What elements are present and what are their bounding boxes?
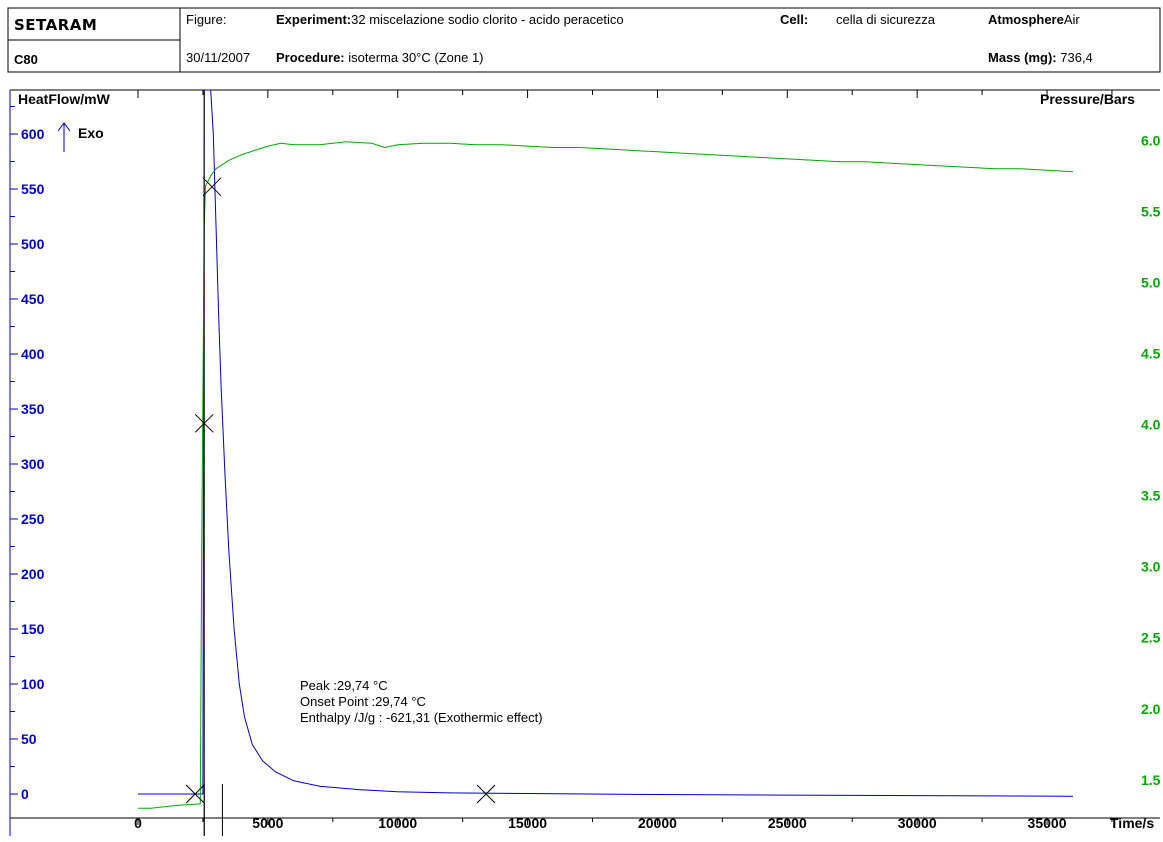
x-tick-label: 15000 (508, 815, 547, 831)
y-left-tick-label: 250 (21, 511, 45, 527)
x-tick-label: 25000 (768, 815, 807, 831)
y-left-tick-label: 400 (21, 346, 45, 362)
x-axis-title: Time/s (1110, 815, 1154, 831)
cross-marker (194, 413, 214, 433)
y-right-tick-label: 1.5 (1141, 772, 1161, 788)
y-left-tick-label: 450 (21, 291, 45, 307)
y-left-tick-label: 50 (21, 731, 37, 747)
cell-value: cella di sicurezza (836, 12, 935, 27)
y-right-tick-label: 3.5 (1141, 488, 1161, 504)
y-right-tick-label: 3.0 (1141, 559, 1161, 575)
y-right-tick-label: 4.5 (1141, 346, 1161, 362)
cell-label: Cell: (780, 12, 809, 27)
x-tick-label: 20000 (638, 815, 677, 831)
header-grid (7, 7, 1161, 73)
axes: 0 50 100 150 200 250 300 350 400 450 500 550 600 1.5 2… (9, 89, 1161, 836)
mass-field: Mass (mg): 736,4 (988, 50, 1093, 65)
x-tick-label: 35000 (1028, 815, 1067, 831)
procedure-field: Procedure: isoterma 30°C (Zone 1) (276, 50, 484, 65)
y-left-tick-label: 150 (21, 621, 45, 637)
x-tick-label: 30000 (898, 815, 937, 831)
heatflow-series-line (138, 89, 1074, 797)
markers-layer (185, 177, 496, 804)
mass-value: 736,4 (1060, 50, 1093, 65)
y-left-tick-label: 500 (21, 236, 45, 252)
x-tick-label: 5000 (252, 815, 283, 831)
experiment-field: Experiment:32 miscelazione sodio clorito… (276, 12, 624, 27)
cross-marker (476, 784, 496, 804)
instrument-label: C80 (14, 52, 38, 67)
y-right-tick-label: 6.0 (1141, 132, 1161, 148)
y-right-tick-label: 2.5 (1141, 630, 1161, 646)
y-axis-right-title: Pressure/Bars (1040, 91, 1135, 107)
procedure-value: isoterma 30°C (Zone 1) (348, 50, 484, 65)
atmosphere-label: Atmosphere (988, 12, 1064, 27)
experiment-label: Experiment: (276, 12, 352, 27)
y-left-tick-label: 200 (21, 566, 45, 582)
x-tick-label: 0 (134, 815, 142, 831)
mass-label: Mass (mg): (988, 50, 1057, 65)
y-left-tick-label: 0 (21, 786, 29, 802)
annotation-peak: Peak :29,74 °C (300, 678, 388, 693)
y-axis-left-title: HeatFlow/mW (18, 91, 111, 107)
y-right-tick-label: 4.0 (1141, 417, 1161, 433)
y-right-tick-label: 2.0 (1141, 701, 1161, 717)
y-left-tick-label: 350 (21, 401, 45, 417)
pressure-series-line (138, 141, 1074, 809)
exo-arrowhead-icon (57, 122, 71, 132)
result-annotations: Peak :29,74 °C Onset Point :29,74 °C Ent… (300, 678, 543, 725)
x-tick-label: 10000 (378, 815, 417, 831)
series-layer (138, 89, 1074, 836)
exo-label: Exo (78, 125, 104, 141)
experiment-value: 32 miscelazione sodio clorito - acido pe… (351, 12, 624, 27)
y-left-tick-label: 300 (21, 456, 45, 472)
annotation-enthalpy: Enthalpy /J/g : -621,31 (Exothermic effe… (300, 710, 543, 725)
cross-marker (185, 784, 205, 804)
y-left-tick-label: 100 (21, 676, 45, 692)
atmosphere-value: Air (1063, 12, 1080, 27)
cross-marker (202, 177, 222, 197)
exo-indicator: Exo (57, 122, 104, 152)
procedure-label: Procedure: (276, 50, 345, 65)
annotation-onset: Onset Point :29,74 °C (300, 694, 426, 709)
y-right-tick-label: 5.0 (1141, 275, 1161, 291)
y-right-tick-label: 5.5 (1141, 203, 1161, 219)
brand-logo: SETARAM (14, 16, 98, 34)
y-left-tick-label: 550 (21, 181, 45, 197)
atmosphere-field: AtmosphereAir (988, 12, 1080, 27)
date-label: 30/11/2007 (186, 50, 251, 65)
y-left-tick-label: 600 (21, 126, 45, 142)
figure-label: Figure: (186, 12, 227, 27)
